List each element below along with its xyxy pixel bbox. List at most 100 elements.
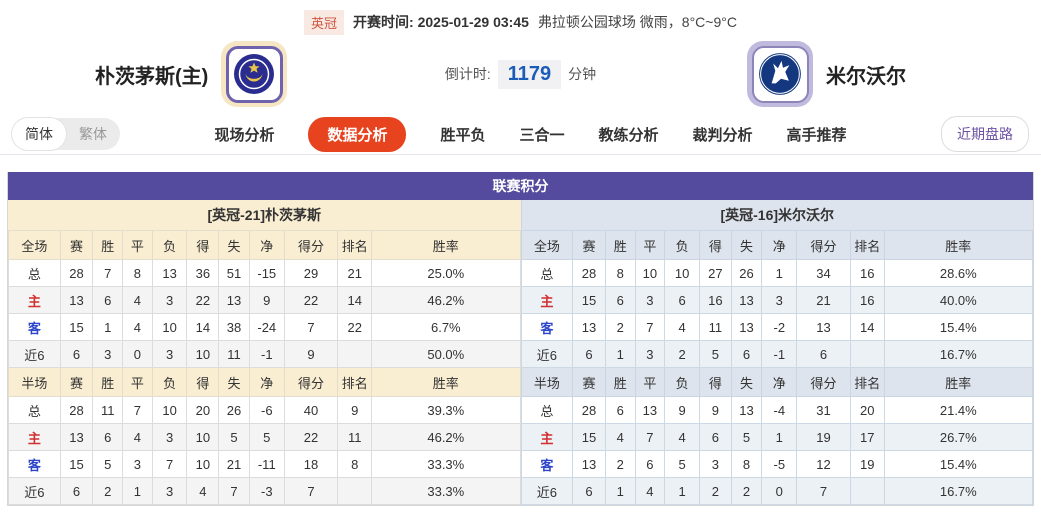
column-header-cell: 赛 bbox=[572, 367, 606, 397]
stat-cell: 3 bbox=[634, 286, 666, 314]
stat-cell: 6 bbox=[572, 340, 606, 368]
column-header-cell: 负 bbox=[664, 230, 700, 260]
recent-trend-button[interactable]: 近期盘路 bbox=[940, 116, 1029, 152]
stat-cell: 3 bbox=[151, 340, 188, 368]
stat-cell: 15 bbox=[572, 286, 606, 314]
column-header-cell: 净 bbox=[248, 230, 285, 260]
stat-cell: 11 bbox=[698, 313, 732, 341]
stat-cell: 10 bbox=[186, 423, 220, 451]
lang-traditional[interactable]: 繁体 bbox=[79, 126, 107, 142]
league-badge[interactable]: 英冠 bbox=[304, 9, 345, 35]
stat-cell: 10 bbox=[151, 313, 188, 341]
stat-cell: 18 bbox=[283, 450, 339, 478]
row-label-cell: 主 bbox=[520, 286, 574, 314]
stat-cell: 33.3% bbox=[371, 477, 521, 505]
stat-cell: 6 bbox=[604, 396, 636, 424]
row-label-cell: 近6 bbox=[8, 477, 61, 505]
table-row: 近6 6 1 3 2 5 6 -1 6 16.7% bbox=[520, 340, 1034, 368]
column-header-cell: 胜率 bbox=[883, 230, 1034, 260]
team-section-header: [英冠-21]朴茨茅斯 bbox=[8, 200, 521, 230]
row-label-cell: 总 bbox=[520, 259, 574, 287]
stat-cell: 6 bbox=[796, 340, 851, 368]
column-header-cell: 排名 bbox=[849, 230, 885, 260]
stat-cell: 29 bbox=[283, 259, 339, 287]
stat-cell: 28 bbox=[572, 259, 606, 287]
stat-cell: 5 bbox=[698, 340, 732, 368]
stat-cell: 16.7% bbox=[883, 477, 1034, 505]
stat-cell: 1 bbox=[604, 477, 636, 505]
stat-cell: 13 bbox=[218, 286, 250, 314]
stat-cell: 15 bbox=[572, 423, 606, 451]
stat-cell: 6 bbox=[730, 340, 763, 368]
stat-cell: 26.7% bbox=[883, 423, 1034, 451]
stat-cell: 9 bbox=[337, 396, 373, 424]
table-row: 主 13 6 4 3 22 13 9 22 14 46.2% bbox=[8, 286, 521, 314]
stat-cell: 40.0% bbox=[883, 286, 1034, 314]
stat-cell: -5 bbox=[761, 450, 798, 478]
stat-cell: 13 bbox=[572, 313, 606, 341]
stat-cell: 6 bbox=[698, 423, 732, 451]
table-row: 客 13 2 6 5 3 8 -5 12 19 15.4% bbox=[520, 450, 1034, 478]
stat-cell: 6 bbox=[572, 477, 606, 505]
column-header-cell: 排名 bbox=[849, 367, 885, 397]
stat-cell: 1 bbox=[761, 423, 798, 451]
stat-cell: 13 bbox=[634, 396, 666, 424]
stat-cell: 11 bbox=[337, 423, 373, 451]
stat-cell: 14 bbox=[849, 313, 885, 341]
stat-cell: 1 bbox=[664, 477, 700, 505]
column-header-cell: 排名 bbox=[337, 367, 373, 397]
table-row: 总 28 11 7 10 20 26 -6 40 9 39.3% bbox=[8, 396, 521, 424]
stat-cell: 4 bbox=[664, 313, 700, 341]
stat-cell: 14 bbox=[337, 286, 373, 314]
table-row: 客 15 5 3 7 10 21 -11 18 8 33.3% bbox=[8, 450, 521, 478]
stat-cell: 3 bbox=[151, 477, 188, 505]
table-row: 客 15 1 4 10 14 38 -24 7 22 6.7% bbox=[8, 313, 521, 341]
column-header-cell: 半场 bbox=[520, 367, 574, 397]
stat-cell: 28 bbox=[572, 396, 606, 424]
tab-5[interactable]: 教练分析 bbox=[598, 126, 659, 144]
stat-cell: 11 bbox=[92, 396, 124, 424]
table-row: 总 28 6 13 9 9 13 -4 31 20 21.4% bbox=[520, 396, 1034, 424]
stat-cell: 10 bbox=[186, 450, 220, 478]
row-label-cell: 总 bbox=[8, 259, 61, 287]
stat-cell: 16.7% bbox=[883, 340, 1034, 368]
stat-cell: 28 bbox=[59, 259, 94, 287]
stat-cell: 9 bbox=[698, 396, 732, 424]
lang-simplified[interactable]: 简体 bbox=[12, 118, 66, 150]
table-row: 主 13 6 4 3 10 5 5 22 11 46.2% bbox=[8, 423, 521, 451]
stat-cell: 13 bbox=[151, 259, 188, 287]
stat-cell: 25.0% bbox=[371, 259, 521, 287]
column-header-cell: 负 bbox=[664, 367, 700, 397]
stat-cell: 15 bbox=[59, 450, 94, 478]
stat-cell: -11 bbox=[248, 450, 285, 478]
stat-cell: 4 bbox=[122, 423, 153, 451]
column-header-row: 半场赛胜平负得失净得分 排名 胜率 bbox=[520, 367, 1034, 397]
stat-cell: -4 bbox=[761, 396, 798, 424]
stat-cell: 13 bbox=[730, 396, 763, 424]
column-header-cell: 净 bbox=[248, 367, 285, 397]
tab-3[interactable]: 胜平负 bbox=[440, 126, 486, 144]
countdown-unit: 分钟 bbox=[568, 66, 597, 82]
column-header-row: 全场赛胜平负得失净得分 排名 胜率 bbox=[520, 230, 1034, 260]
away-team-logo bbox=[747, 41, 813, 107]
stat-cell: 8 bbox=[604, 259, 636, 287]
stat-cell: 3 bbox=[122, 450, 153, 478]
table-row: 近6 6 1 4 1 2 2 0 7 16.7% bbox=[520, 477, 1034, 505]
tab-6[interactable]: 裁判分析 bbox=[692, 126, 753, 144]
stat-cell: 21 bbox=[337, 259, 373, 287]
column-header-cell: 失 bbox=[730, 367, 763, 397]
stat-cell: 14 bbox=[186, 313, 220, 341]
stats-table: 全场赛胜平负得失净得分 排名 胜率总 28 8 10 10 27 26 1 34 16 28.6% 主 15… bbox=[520, 230, 1034, 505]
tab-1[interactable]: 现场分析 bbox=[214, 126, 275, 144]
stat-cell: 39.3% bbox=[371, 396, 521, 424]
column-header-cell: 半场 bbox=[8, 367, 61, 397]
countdown: 倒计时: 1179 分钟 bbox=[445, 59, 597, 89]
stat-cell: -2 bbox=[761, 313, 798, 341]
tab-7[interactable]: 高手推荐 bbox=[786, 126, 847, 144]
stat-cell: 6 bbox=[604, 286, 636, 314]
stat-cell: 5 bbox=[218, 423, 250, 451]
tab-4[interactable]: 三合一 bbox=[519, 126, 565, 144]
column-header-cell: 胜率 bbox=[883, 367, 1034, 397]
stat-cell: 7 bbox=[796, 477, 851, 505]
tab-2[interactable]: 数据分析 bbox=[308, 116, 407, 152]
